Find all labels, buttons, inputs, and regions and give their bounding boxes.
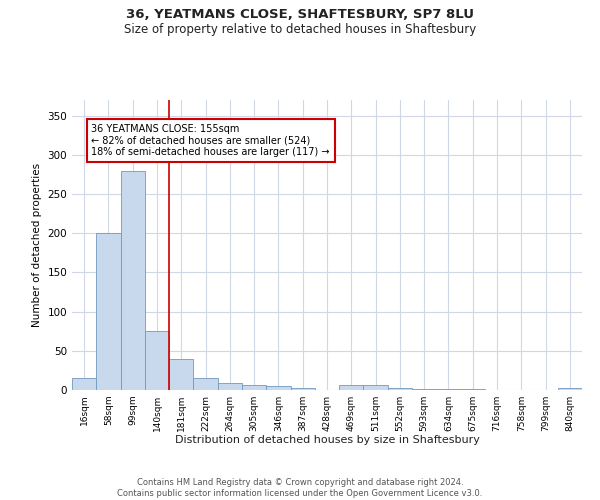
Bar bbox=[339, 386, 364, 390]
Text: Contains HM Land Registry data © Crown copyright and database right 2024.
Contai: Contains HM Land Registry data © Crown c… bbox=[118, 478, 482, 498]
Text: Distribution of detached houses by size in Shaftesbury: Distribution of detached houses by size … bbox=[175, 435, 479, 445]
Y-axis label: Number of detached properties: Number of detached properties bbox=[32, 163, 42, 327]
Bar bbox=[266, 386, 290, 390]
Bar bbox=[412, 389, 436, 390]
Bar bbox=[169, 358, 193, 390]
Bar bbox=[72, 378, 96, 390]
Bar bbox=[290, 388, 315, 390]
Bar bbox=[193, 378, 218, 390]
Bar bbox=[388, 388, 412, 390]
Bar bbox=[218, 383, 242, 390]
Bar bbox=[96, 233, 121, 390]
Text: Size of property relative to detached houses in Shaftesbury: Size of property relative to detached ho… bbox=[124, 22, 476, 36]
Bar bbox=[145, 331, 169, 390]
Text: 36 YEATMANS CLOSE: 155sqm
← 82% of detached houses are smaller (524)
18% of semi: 36 YEATMANS CLOSE: 155sqm ← 82% of detac… bbox=[91, 124, 330, 156]
Bar bbox=[364, 386, 388, 390]
Bar bbox=[558, 388, 582, 390]
Text: 36, YEATMANS CLOSE, SHAFTESBURY, SP7 8LU: 36, YEATMANS CLOSE, SHAFTESBURY, SP7 8LU bbox=[126, 8, 474, 20]
Bar bbox=[242, 386, 266, 390]
Bar bbox=[461, 389, 485, 390]
Bar bbox=[121, 170, 145, 390]
Bar bbox=[436, 389, 461, 390]
